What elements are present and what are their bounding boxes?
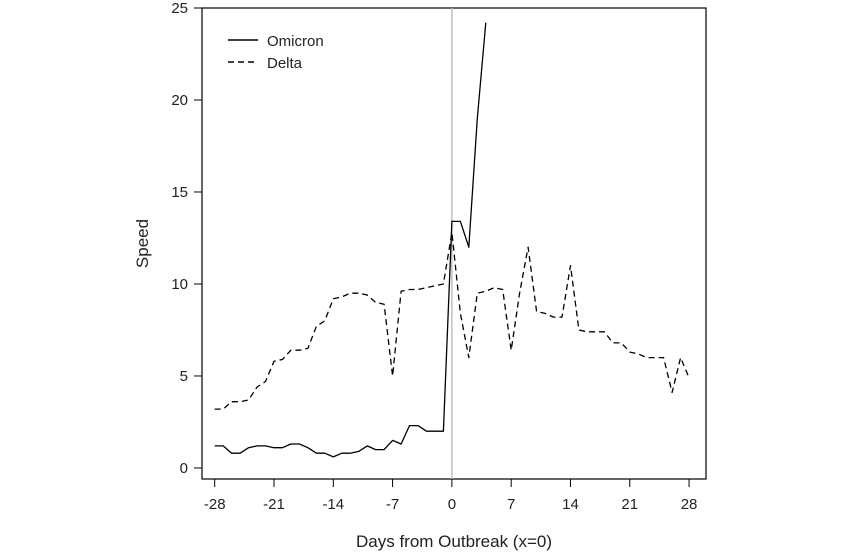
series-line-omicron: [214, 22, 487, 458]
y-tick-label: 5: [180, 368, 188, 385]
y-axis: 0 5 10 15 20 25: [171, 0, 202, 477]
legend: Omicron Delta: [228, 33, 324, 72]
y-tick-label: 0: [180, 460, 188, 477]
x-tick-label: -7: [386, 496, 399, 513]
x-tick-label: 14: [562, 496, 579, 513]
y-axis-title: Speed: [133, 219, 152, 268]
y-tick-label: 15: [171, 184, 188, 201]
series-layer: [214, 22, 690, 458]
y-tick-label: 10: [171, 276, 188, 293]
x-tick-label: 21: [621, 496, 638, 513]
legend-label-omicron: Omicron: [267, 33, 324, 50]
x-tick-label: 0: [448, 496, 456, 513]
x-tick-label: 7: [507, 496, 515, 513]
y-tick-label: 25: [171, 0, 188, 17]
x-tick-label: -14: [322, 496, 344, 513]
x-axis-title: Days from Outbreak (x=0): [356, 532, 552, 551]
legend-label-delta: Delta: [267, 55, 303, 72]
x-tick-label: -21: [263, 496, 285, 513]
x-axis: -28 -21 -14 -7 0 7 14 21 28: [204, 479, 698, 513]
series-line-delta: [214, 231, 690, 410]
x-tick-label: -28: [204, 496, 226, 513]
plot-frame: [201, 7, 707, 480]
x-tick-label: 28: [681, 496, 698, 513]
y-tick-label: 20: [171, 92, 188, 109]
